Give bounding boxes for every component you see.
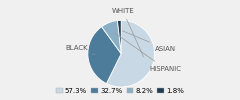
Wedge shape [107,20,155,87]
Wedge shape [102,20,121,54]
Text: HISPANIC: HISPANIC [115,33,181,72]
Wedge shape [88,27,121,84]
Text: WHITE: WHITE [112,8,144,57]
Text: ASIAN: ASIAN [122,31,176,52]
Legend: 57.3%, 32.7%, 8.2%, 1.8%: 57.3%, 32.7%, 8.2%, 1.8% [53,85,187,96]
Text: BLACK: BLACK [65,45,95,55]
Wedge shape [117,20,121,54]
